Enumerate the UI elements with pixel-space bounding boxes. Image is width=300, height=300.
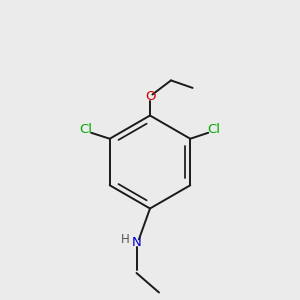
Text: N: N xyxy=(132,236,141,250)
Text: Cl: Cl xyxy=(79,123,92,136)
Text: H: H xyxy=(121,233,130,246)
Text: Cl: Cl xyxy=(207,123,220,136)
Text: O: O xyxy=(145,90,155,104)
